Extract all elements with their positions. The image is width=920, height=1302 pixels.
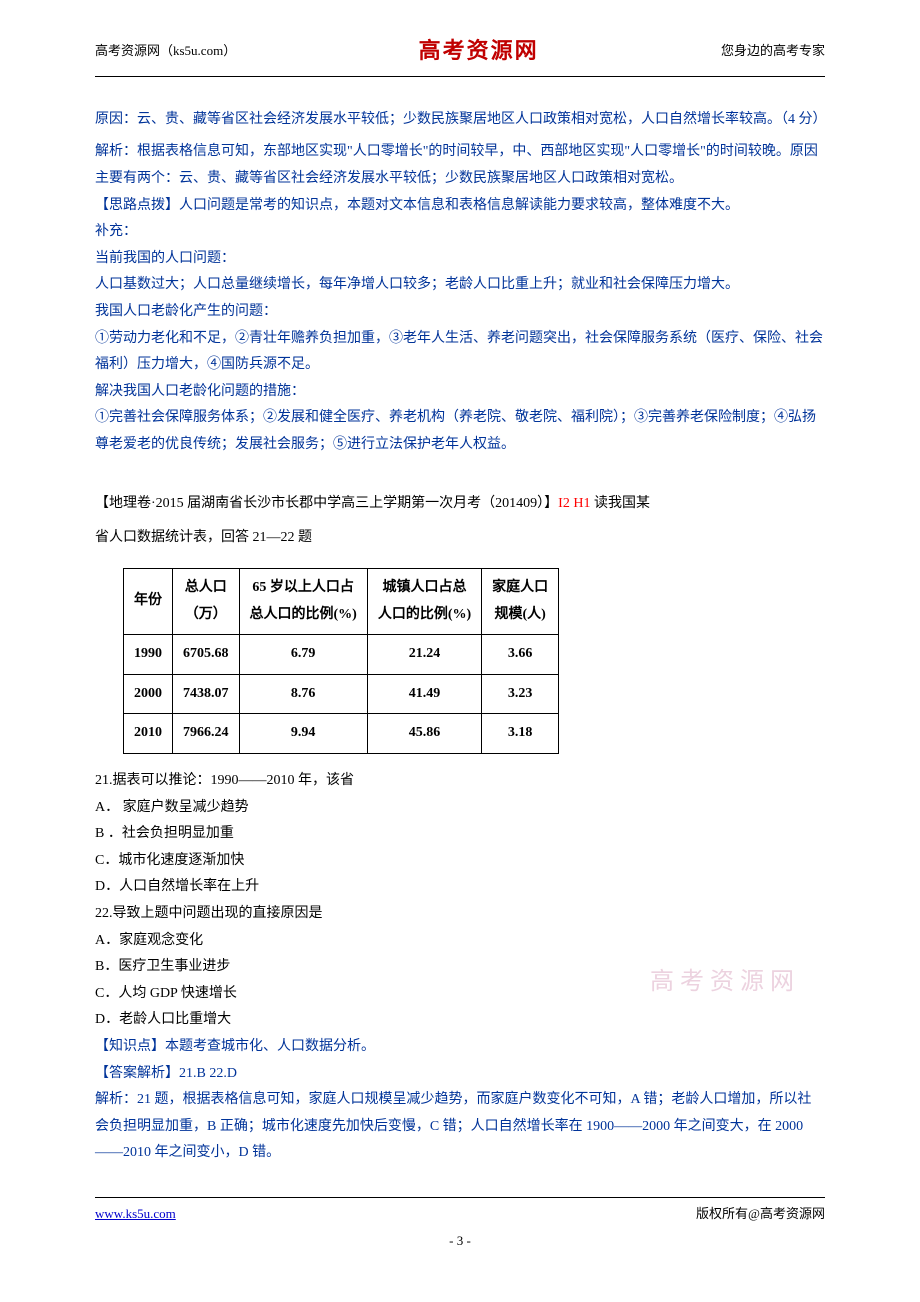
header-logo-text: 高考资源网	[419, 30, 539, 72]
tip-text: 【思路点拨】人口问题是常考的知识点，本题对文本信息和表格信息解读能力要求较高，整…	[95, 193, 825, 220]
header-right: 您身边的高考专家	[721, 39, 825, 64]
th-pop: 总人口（万）	[173, 569, 240, 635]
aging-title: 我国人口老龄化产生的问题：	[95, 299, 825, 326]
answer-key: 【答案解析】21.B 22.D	[95, 1061, 825, 1088]
watermark-text: 高考资源网	[650, 960, 800, 1006]
q21-stem: 21.据表可以推论：1990——2010 年，该省	[95, 768, 825, 795]
footer-copyright: 版权所有@高考资源网	[696, 1202, 825, 1227]
solve-title: 解决我国人口老龄化问题的措施：	[95, 379, 825, 406]
table-row: 2010 7966.24 9.94 45.86 3.18	[124, 714, 559, 754]
source-suffix-1: 读我国某	[590, 496, 650, 511]
footer-url[interactable]: www.ks5u.com	[95, 1202, 176, 1227]
th-aging: 65 岁以上人口占总人口的比例(%)	[239, 569, 367, 635]
aging-body: ①劳动力老化和不足，②青壮年赡养负担加重，③老年人生活、养老问题突出，社会保障服…	[95, 326, 825, 379]
header-left: 高考资源网（ks5u.com）	[95, 39, 236, 64]
q21-option-c: C．城市化速度逐渐加快	[95, 848, 825, 875]
th-year: 年份	[124, 569, 173, 635]
supplement-subtitle: 当前我国的人口问题：	[95, 246, 825, 273]
table-row: 1990 6705.68 6.79 21.24 3.66	[124, 635, 559, 675]
table-header-row: 年份 总人口（万） 65 岁以上人口占总人口的比例(%) 城镇人口占总人口的比例…	[124, 569, 559, 635]
supplement-body: 人口基数过大；人口总量继续增长，每年净增人口较多；老龄人口比重上升；就业和社会保…	[95, 272, 825, 299]
source-prefix: 【地理卷·2015 届湖南省长沙市长郡中学高三上学期第一次月考（201409）】	[95, 496, 558, 511]
page-footer: www.ks5u.com 版权所有@高考资源网	[95, 1197, 825, 1227]
source-suffix-2: 省人口数据统计表，回答 21—22 题	[95, 523, 825, 554]
answer-detail: 解析：21 题，根据表格信息可知，家庭人口规模呈减少趋势，而家庭户数变化不可知，…	[95, 1087, 825, 1167]
page-header: 高考资源网（ks5u.com） 高考资源网 您身边的高考专家	[95, 30, 825, 77]
content: 原因：云、贵、藏等省区社会经济发展水平较低；少数民族聚居地区人口政策相对宽松，人…	[95, 107, 825, 1167]
th-family: 家庭人口规模(人)	[482, 569, 559, 635]
q22-option-d: D．老龄人口比重增大	[95, 1007, 825, 1034]
q22-stem: 22.导致上题中问题出现的直接原因是	[95, 901, 825, 928]
q22-option-a: A．家庭观念变化	[95, 928, 825, 955]
page-number: - 3 -	[95, 1229, 825, 1254]
analysis-text: 解析：根据表格信息可知，东部地区实现"人口零增长"的时间较早，中、西部地区实现"…	[95, 139, 825, 192]
supplement-title: 补充：	[95, 219, 825, 246]
reason-text: 原因：云、贵、藏等省区社会经济发展水平较低；少数民族聚居地区人口政策相对宽松，人…	[95, 107, 825, 134]
q21-option-a: A． 家庭户数呈减少趋势	[95, 795, 825, 822]
source-line: 【地理卷·2015 届湖南省长沙市长郡中学高三上学期第一次月考（201409）】…	[95, 489, 825, 520]
knowledge-point: 【知识点】本题考查城市化、人口数据分析。	[95, 1034, 825, 1061]
q21-option-d: D．人口自然增长率在上升	[95, 874, 825, 901]
population-table: 年份 总人口（万） 65 岁以上人口占总人口的比例(%) 城镇人口占总人口的比例…	[123, 568, 559, 754]
table-row: 2000 7438.07 8.76 41.49 3.23	[124, 674, 559, 714]
source-tag: I2 H1	[558, 496, 590, 511]
solve-body: ①完善社会保障服务体系；②发展和健全医疗、养老机构（养老院、敬老院、福利院）；③…	[95, 405, 825, 458]
q21-option-b: B ．社会负担明显加重	[95, 821, 825, 848]
th-urban: 城镇人口占总人口的比例(%)	[367, 569, 481, 635]
